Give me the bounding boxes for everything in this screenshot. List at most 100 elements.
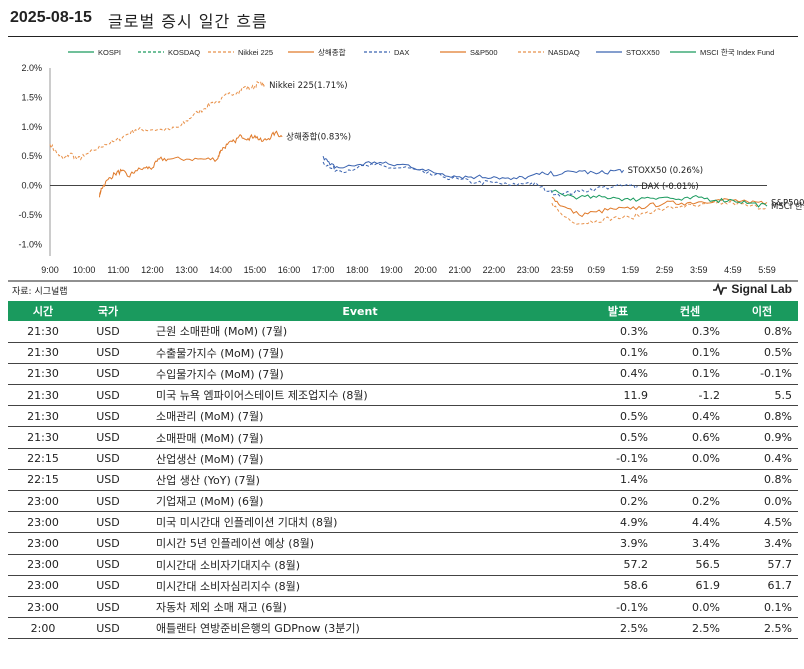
x-tick-label: 14:00 [209,265,232,275]
cell-previous: 0.8% [764,324,792,338]
cell-previous: 57.7 [767,558,793,572]
cell-consensus: 0.1% [692,346,720,360]
cell-country: USD [96,536,120,550]
legend-entry: 상해종합 [318,47,346,57]
cell-previous: 61.7 [767,579,793,593]
cell-country: USD [96,494,120,508]
cell-consensus: 2.5% [692,621,720,635]
legend-entry: MSCI 한국 Index Fund [700,48,774,57]
header-divider [8,36,798,37]
legend-entry: NASDAQ [548,48,580,57]
x-tick-label: 16:00 [278,265,301,275]
cell-time: 22:15 [27,473,59,487]
cell-consensus: 0.0% [692,600,720,614]
cell-time: 23:00 [27,494,59,508]
x-tick-label: 9:00 [41,265,59,275]
cell-event: 소매관리 (MoM) (7월) [156,410,264,424]
cell-consensus: 0.2% [692,494,720,508]
series-line [322,161,638,197]
series-line [322,155,625,181]
cell-previous: 0.4% [764,452,792,466]
report-title: 글로벌 증시 일간 흐름 [108,12,268,31]
x-tick-label: 0:59 [588,265,606,275]
x-tick-label: 19:00 [380,265,403,275]
series-line [49,80,266,161]
table-row: 2:00 USD 애틀랜타 연방준비은행의 GDPnow (3분기) 2.5% 2.5%… [8,618,798,639]
cell-actual: 11.9 [623,388,649,402]
market-flow-chart: -1.0% -0.5% 0.0% 0.5% 1.0% 1.5% 2.0% 9:00 10:00 1… [8,47,804,282]
cell-previous: 0.8% [764,473,792,487]
cell-consensus: 0.1% [692,367,720,381]
y-tick-label: -0.5% [18,210,42,220]
cell-actual: 0.3% [620,324,648,338]
cell-actual: 3.9% [620,536,648,550]
cell-country: USD [96,367,120,381]
cell-country: USD [96,473,120,487]
table-row: 23:00 USD 미국 미시간대 인플레이션 기대치 (8월) 4.9% 4.4% 4.… [8,512,798,533]
table-header-row: 시간 국가 Event 발표 컨센 이전 [8,301,798,321]
y-tick-label: 0.0% [21,181,42,191]
cell-time: 2:00 [30,621,56,635]
y-tick-label: 1.0% [21,122,42,132]
cell-time: 21:30 [27,367,59,381]
x-tick-label: 22:00 [483,265,506,275]
cell-country: USD [96,600,120,614]
cell-event: 미시간 5년 인플레이션 예상 (8월) [156,537,315,551]
cell-actual: 4.9% [620,515,648,529]
cell-country: USD [96,579,120,593]
cell-country: USD [96,515,120,529]
legend-entry: Nikkei 225 [238,48,273,57]
table-row: 22:15 USD 산업생산 (MoM) (7월) -0.1% 0.0% 0.4% [8,448,798,470]
table-row: 23:00 USD 미시간대 소비자심리지수 (8월) 58.6 61.9 61.7 [8,575,798,597]
x-tick-label: 12:00 [141,265,164,275]
series-line [99,130,283,198]
cell-time: 22:15 [27,452,59,466]
table-row: 21:30 USD 미국 뉴욕 엠파이어스테이트 제조업지수 (8월) 11.9 -1.… [8,385,798,406]
cell-time: 23:00 [27,579,59,593]
cell-time: 23:00 [27,515,59,529]
series-end-label: DAX (-0.01%) [641,182,698,192]
cell-previous: -0.1% [760,367,792,381]
cell-consensus: 4.4% [692,515,720,529]
cell-country: USD [96,558,120,572]
cell-time: 23:00 [27,558,59,572]
y-tick-label: 2.0% [21,63,42,73]
table-row: 23:00 USD 기업재고 (MoM) (6월) 0.2% 0.2% 0.0% [8,491,798,512]
x-tick-label: 15:00 [244,265,267,275]
cell-previous: 4.5% [764,515,792,529]
series-end-label: MSCI 한국 Index Fund (-0.47%) [771,202,804,212]
cell-actual: 2.5% [620,621,648,635]
x-tick-label: 3:59 [690,265,708,275]
header-event: Event [342,304,378,318]
x-tick-label: 4:59 [724,265,742,275]
table-row: 21:30 USD 수출물가지수 (MoM) (7월) 0.1% 0.1% 0.5% [8,342,798,364]
report-date: 2025-08-15 [10,9,92,26]
cell-previous: 3.4% [764,536,792,550]
x-tick-label: 13:00 [175,265,198,275]
x-tick-label: 1:59 [622,265,640,275]
cell-country: USD [96,324,120,338]
cell-previous: 5.5 [774,388,793,402]
economic-calendar-table: 시간 국가 Event 발표 컨센 이전 21:30 USD 근원 소매판매 (Mo… [8,301,798,639]
legend-entry: KOSDAQ [168,48,200,57]
cell-consensus: 56.5 [695,558,721,572]
x-tick-label: 23:59 [551,265,574,275]
x-tick-label: 2:59 [656,265,674,275]
header-previous: 이전 [751,305,773,318]
cell-actual: 57.2 [623,558,649,572]
brand-name: Signal Lab [731,282,792,296]
y-tick-label: 1.5% [21,92,42,102]
cell-actual: 0.2% [620,494,648,508]
header-time: 시간 [32,305,54,318]
cell-time: 21:30 [27,431,59,445]
cell-event: 산업 생산 (YoY) (7월) [156,473,260,487]
x-tick-label: 21:00 [448,265,471,275]
cell-previous: 0.0% [764,494,792,508]
cell-event: 수출물가지수 (MoM) (7월) [156,346,284,360]
header-consensus: 컨센 [679,305,701,318]
series-end-label: 상해종합(0.83%) [286,132,351,143]
cell-event: 미시간대 소비자심리지수 (8월) [156,579,301,593]
cell-consensus: 0.4% [692,409,720,423]
cell-country: USD [96,452,120,466]
x-tick-label: 5:59 [758,265,776,275]
